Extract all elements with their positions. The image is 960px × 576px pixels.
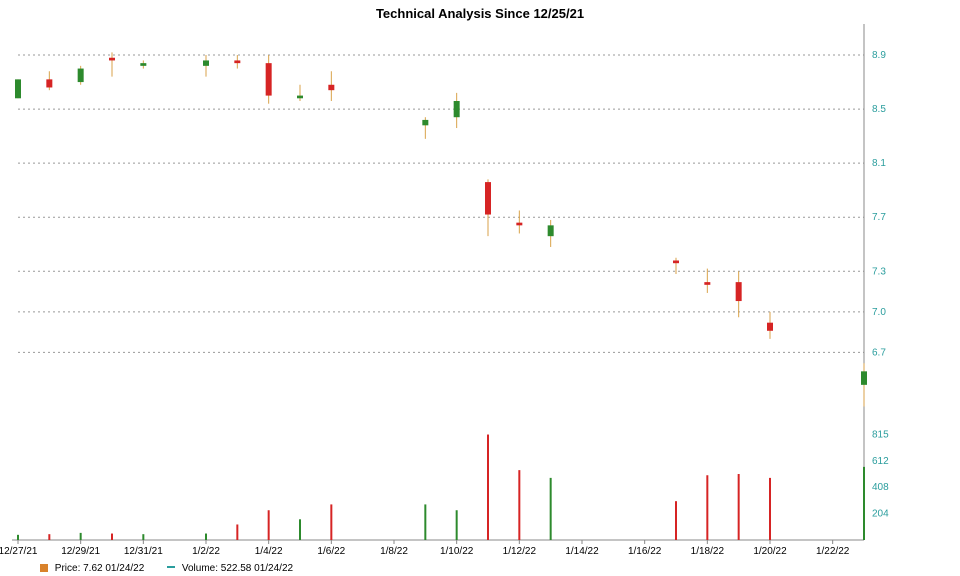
svg-text:1/16/22: 1/16/22 [628, 546, 662, 557]
svg-text:1/22/22: 1/22/22 [816, 546, 850, 557]
svg-text:1/8/22: 1/8/22 [380, 546, 408, 557]
svg-text:408: 408 [872, 482, 889, 493]
svg-text:1/14/22: 1/14/22 [565, 546, 599, 557]
svg-text:12/31/21: 12/31/21 [124, 546, 163, 557]
svg-text:7.3: 7.3 [872, 266, 886, 277]
svg-text:815: 815 [872, 430, 889, 441]
svg-text:12/27/21: 12/27/21 [0, 546, 38, 557]
chart-svg: 6.7 7.0 7.3 7.7 8.1 8.5 8.9 204 408 612 815 12/27/2… [0, 0, 960, 576]
chart-title: Technical Analysis Since 12/25/21 [0, 6, 960, 21]
svg-text:12/29/21: 12/29/21 [61, 546, 100, 557]
svg-text:7.0: 7.0 [872, 307, 886, 318]
svg-text:1/18/22: 1/18/22 [691, 546, 725, 557]
legend-volume: Volume: 522.58 01/24/22 [167, 563, 293, 574]
legend-volume-label: Volume: 522.58 01/24/22 [182, 563, 293, 574]
svg-text:8.5: 8.5 [872, 104, 886, 115]
svg-text:1/2/22: 1/2/22 [192, 546, 220, 557]
svg-text:1/6/22: 1/6/22 [317, 546, 345, 557]
svg-text:8.1: 8.1 [872, 158, 886, 169]
legend-price-label: Price: 7.62 01/24/22 [55, 563, 145, 574]
svg-text:612: 612 [872, 456, 889, 467]
legend-price: Price: 7.62 01/24/22 [40, 563, 144, 574]
svg-text:1/20/22: 1/20/22 [753, 546, 787, 557]
legend-volume-marker [167, 566, 175, 568]
svg-text:1/4/22: 1/4/22 [255, 546, 283, 557]
svg-text:1/12/22: 1/12/22 [503, 546, 537, 557]
svg-text:7.7: 7.7 [872, 212, 886, 223]
chart-legend: Price: 7.62 01/24/22 Volume: 522.58 01/2… [40, 563, 313, 574]
svg-text:1/10/22: 1/10/22 [440, 546, 474, 557]
svg-text:8.9: 8.9 [872, 50, 886, 61]
svg-text:6.7: 6.7 [872, 347, 886, 358]
chart-container: Technical Analysis Since 12/25/21 6.7 7.0… [0, 0, 960, 576]
legend-price-marker [40, 564, 48, 572]
svg-text:204: 204 [872, 509, 889, 520]
